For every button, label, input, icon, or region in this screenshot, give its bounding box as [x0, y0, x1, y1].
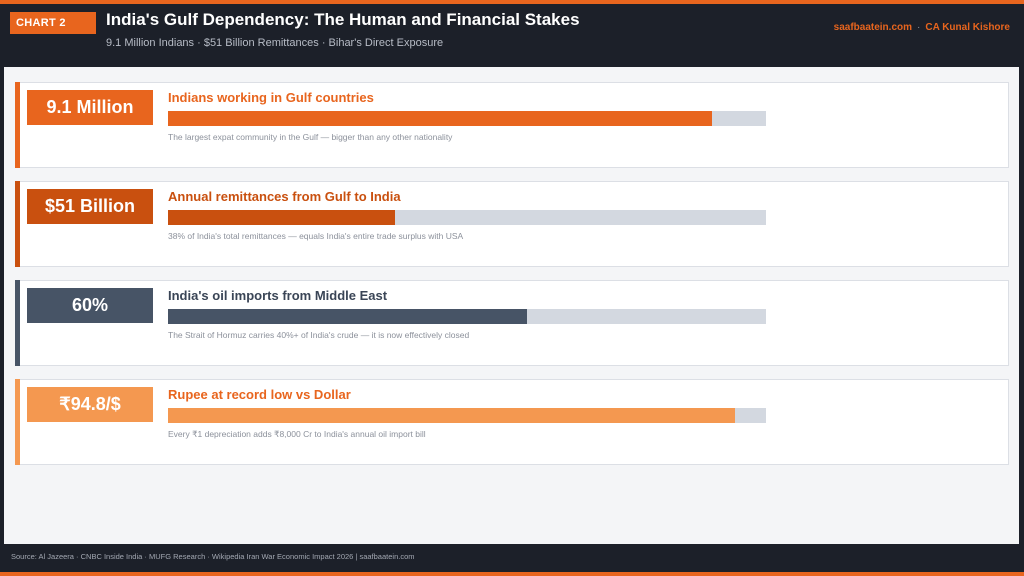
chart-subtitle: 9.1 Million Indians · $51 Billion Remitt… — [106, 37, 444, 49]
chart-title: India's Gulf Dependency: The Human and F… — [106, 10, 580, 29]
stat-value-badge: 9.1 Million — [27, 90, 153, 125]
chart-number-tag: CHART 2 — [10, 12, 96, 34]
stat-row: 9.1 Million Indians working in Gulf count… — [15, 82, 1009, 168]
stat-label: Rupee at record low vs Dollar — [168, 387, 351, 402]
chart-footer: Source: Al Jazeera · CNBC Inside India ·… — [0, 544, 1024, 572]
stat-row: ₹94.8/$ Rupee at record low vs Dollar Ever… — [15, 379, 1009, 465]
bar-fill — [168, 111, 713, 126]
bar-track — [168, 309, 766, 324]
row-accent-bar — [15, 280, 20, 366]
credit-separator: · — [917, 22, 921, 33]
stat-label: Indians working in Gulf countries — [168, 90, 374, 105]
stat-note: The Strait of Hormuz carries 40%+ of Ind… — [168, 330, 470, 340]
row-accent-bar — [15, 181, 20, 267]
stat-note: Every ₹1 depreciation adds ₹8,000 Cr to … — [168, 429, 426, 439]
stat-row: 60% India's oil imports from Middle East T… — [15, 280, 1009, 366]
bar-fill — [168, 408, 735, 423]
credit-line: saafbaatein.com · CA Kunal Kishore — [834, 22, 1010, 33]
bar-fill — [168, 210, 396, 225]
bar-fill — [168, 309, 527, 324]
row-accent-bar — [15, 379, 20, 465]
author-name: CA Kunal Kishore — [925, 22, 1010, 33]
stat-value-badge: 60% — [27, 288, 153, 323]
bar-track — [168, 111, 766, 126]
stat-note: The largest expat community in the Gulf … — [168, 132, 453, 142]
stat-row: $51 Billion Annual remittances from Gulf … — [15, 181, 1009, 267]
top-accent-stripe — [0, 0, 1024, 4]
chart-body: 9.1 Million Indians working in Gulf count… — [4, 67, 1019, 544]
stat-value-badge: ₹94.8/$ — [27, 387, 153, 422]
source-line: Source: Al Jazeera · CNBC Inside India ·… — [11, 552, 415, 561]
bar-track — [168, 210, 766, 225]
bottom-accent-stripe — [0, 572, 1024, 576]
site-name: saafbaatein.com — [833, 22, 913, 33]
stat-label: India's oil imports from Middle East — [168, 288, 388, 303]
row-accent-bar — [15, 82, 20, 168]
bar-track — [168, 408, 766, 423]
stat-value-badge: $51 Billion — [27, 189, 153, 224]
chart-header: CHART 2 India's Gulf Dependency: The Hum… — [0, 4, 1024, 67]
stat-label: Annual remittances from Gulf to India — [168, 189, 401, 204]
stat-note: 38% of India's total remittances — equal… — [168, 231, 464, 241]
